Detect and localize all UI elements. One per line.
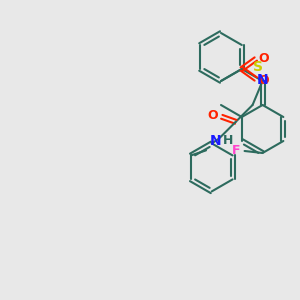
Text: H: H <box>223 134 233 147</box>
Text: N: N <box>257 73 268 87</box>
Text: O: O <box>259 52 269 64</box>
Text: S: S <box>253 60 263 74</box>
Text: N: N <box>210 134 222 148</box>
Text: O: O <box>208 109 218 122</box>
Text: O: O <box>259 74 269 86</box>
Text: F: F <box>232 145 241 158</box>
